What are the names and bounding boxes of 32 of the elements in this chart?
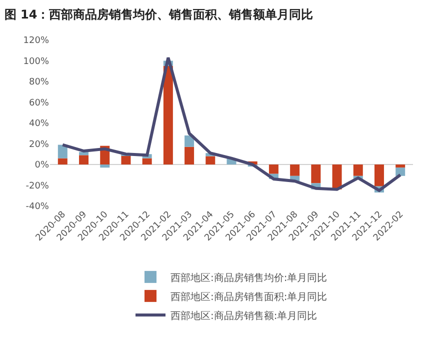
bar xyxy=(79,152,89,156)
y-tick-label: 80% xyxy=(28,78,50,88)
chart-title: 图 14：西部商品房销售均价、销售面积、销售额单月同比 xyxy=(4,8,314,22)
bar xyxy=(163,66,173,164)
bar xyxy=(79,155,89,164)
bar xyxy=(353,164,363,176)
bar xyxy=(396,164,406,168)
bar xyxy=(58,144,68,158)
y-tick-label: 0% xyxy=(34,160,50,171)
bar xyxy=(374,164,384,186)
bar xyxy=(58,158,68,164)
bar xyxy=(268,164,278,174)
bar xyxy=(332,164,342,190)
y-tick-label: 20% xyxy=(28,140,50,150)
bar xyxy=(184,146,194,164)
y-tick-label: 100% xyxy=(23,56,50,67)
y-tick-label: -40% xyxy=(26,202,50,212)
bar xyxy=(396,168,406,176)
legend-label: 西部地区:商品房销售额:单月同比 xyxy=(170,310,318,322)
y-tick-label: 120% xyxy=(23,36,50,46)
legend-label: 西部地区:商品房销售面积:单月同比 xyxy=(170,290,328,303)
bar xyxy=(142,158,152,164)
bar xyxy=(206,156,216,164)
bar xyxy=(184,135,194,147)
y-tick-label: 60% xyxy=(28,98,50,108)
bar xyxy=(100,164,110,168)
y-tick-label: 40% xyxy=(28,119,50,130)
y-tick-label: -20% xyxy=(26,181,50,192)
bar xyxy=(311,164,321,184)
bar xyxy=(290,164,300,176)
legend-label: 西部地区:商品房销售均价:单月同比 xyxy=(170,272,328,284)
line-series xyxy=(61,56,402,192)
